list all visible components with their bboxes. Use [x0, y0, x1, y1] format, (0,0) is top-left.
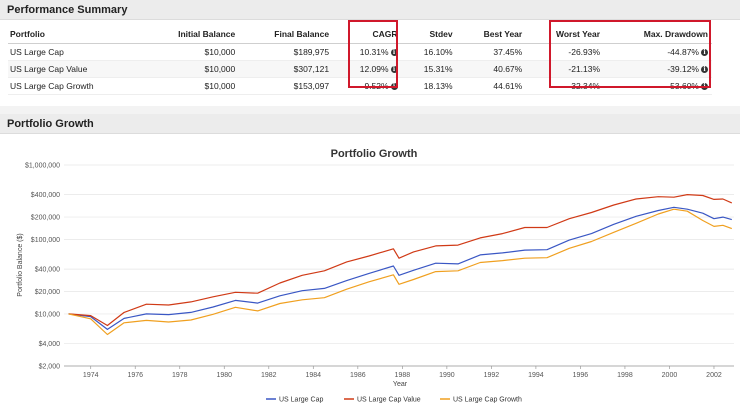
- performance-table: Portfolio Initial Balance Final Balance …: [8, 26, 712, 95]
- cagr-cell: 12.09% i: [333, 60, 402, 78]
- x-tick-label: 1982: [261, 372, 277, 379]
- col-worst-year[interactable]: Worst Year: [526, 26, 605, 44]
- x-axis-label: Year: [393, 381, 408, 388]
- info-circle-icon[interactable]: i: [390, 66, 398, 74]
- x-tick-label: 1998: [617, 372, 633, 379]
- stdev: 18.13%: [401, 77, 457, 95]
- series-line-us-large-cap-growth[interactable]: [68, 208, 733, 336]
- y-tick-label: $1,000,000: [25, 163, 60, 170]
- y-axis-label: Portfolio Balance ($): [17, 233, 24, 296]
- chart-grid: [64, 164, 734, 367]
- series-line-us-large-cap-value[interactable]: [68, 194, 733, 327]
- x-tick-label: 1996: [573, 372, 589, 379]
- max-drawdown-cell: -44.87% i: [604, 43, 712, 61]
- chart-legend: US Large Cap US Large Cap Value US Large C…: [266, 397, 522, 404]
- x-tick-label: 1976: [127, 372, 143, 379]
- portfolio-growth-chart: Portfolio Growth $2,000 $4,000 $10,000 $20,…: [17, 148, 734, 404]
- initial-balance: $10,000: [141, 60, 240, 78]
- initial-balance: $10,000: [141, 77, 240, 95]
- portfolio-name: US Large Cap Value: [8, 60, 142, 78]
- x-tick-label: 2002: [706, 372, 722, 379]
- col-portfolio[interactable]: Portfolio: [8, 26, 142, 44]
- y-axis: $2,000 $4,000 $10,000 $20,000 $40,000 $100,00…: [25, 163, 60, 371]
- max-drawdown-cell: -39.12% i: [604, 60, 712, 78]
- chart-title: Portfolio Growth: [331, 148, 418, 160]
- cagr-highlight-box: [348, 20, 398, 88]
- x-tick-label: 2000: [662, 372, 678, 379]
- x-tick-label: 1980: [216, 372, 232, 379]
- y-tick-label: $40,000: [35, 267, 60, 274]
- table-row: US Large Cap Value $10,000 $307,121 12.0…: [8, 60, 712, 78]
- y-tick-label: $20,000: [35, 289, 60, 296]
- drawdown-highlight-box: [549, 20, 711, 88]
- x-axis: 1974 1976 1978 1980 1982 1984 1986 1988 1990 1992…: [83, 366, 722, 379]
- col-cagr[interactable]: CAGR: [333, 26, 402, 44]
- col-stdev[interactable]: Stdev: [401, 26, 457, 44]
- info-circle-icon[interactable]: i: [390, 49, 398, 57]
- best-year: 37.45%: [456, 43, 527, 61]
- legend-item[interactable]: US Large Cap: [279, 397, 323, 404]
- panel-separator: [0, 106, 740, 114]
- table-header-row: Portfolio Initial Balance Final Balance …: [8, 26, 712, 44]
- portfolio-name: US Large Cap: [8, 43, 142, 61]
- x-tick-label: 1984: [306, 372, 322, 379]
- final-balance: $153,097: [239, 77, 334, 95]
- col-best-year[interactable]: Best Year: [456, 26, 527, 44]
- max-drawdown-value: -44.87%: [667, 47, 699, 57]
- x-tick-label: 1986: [350, 372, 366, 379]
- x-tick-label: 1978: [172, 372, 188, 379]
- series-line-us-large-cap[interactable]: [68, 206, 732, 330]
- legend-item[interactable]: US Large Cap Growth: [453, 397, 522, 404]
- x-tick-label: 1994: [528, 372, 544, 379]
- y-tick-label: $400,000: [31, 192, 60, 199]
- cagr-cell: 10.31% i: [333, 43, 402, 61]
- portfolio-growth-header: Portfolio Growth: [0, 114, 740, 134]
- x-tick-label: 1990: [439, 372, 455, 379]
- stdev: 16.10%: [401, 43, 457, 61]
- performance-summary-header: Performance Summary: [0, 0, 740, 20]
- y-tick-label: $10,000: [35, 311, 60, 318]
- table-row: US Large Cap $10,000 $189,975 10.31% i 16…: [8, 43, 712, 61]
- x-tick-label: 1992: [484, 372, 500, 379]
- max-drawdown-value: -39.12%: [667, 64, 699, 74]
- series-lines: [68, 194, 733, 336]
- performance-summary-panel: Portfolio Initial Balance Final Balance …: [0, 20, 740, 107]
- y-tick-label: $2,000: [39, 364, 61, 371]
- y-tick-label: $100,000: [31, 237, 60, 244]
- cagr-value: 10.31%: [359, 47, 389, 57]
- col-final-balance[interactable]: Final Balance: [239, 26, 334, 44]
- y-tick-label: $4,000: [39, 341, 61, 348]
- stdev: 15.31%: [401, 60, 457, 78]
- x-tick-label: 1974: [83, 372, 99, 379]
- legend-item[interactable]: US Large Cap Value: [357, 397, 421, 404]
- best-year: 40.67%: [456, 60, 527, 78]
- info-circle-icon[interactable]: i: [701, 49, 708, 57]
- y-tick-label: $200,000: [31, 215, 60, 222]
- worst-year: -26.93%: [526, 43, 605, 61]
- final-balance: $189,975: [239, 43, 334, 61]
- col-max-drawdown[interactable]: Max. Drawdown: [604, 26, 712, 44]
- x-tick-label: 1988: [395, 372, 411, 379]
- initial-balance: $10,000: [141, 43, 240, 61]
- worst-year: -21.13%: [526, 60, 605, 78]
- final-balance: $307,121: [239, 60, 334, 78]
- col-initial-balance[interactable]: Initial Balance: [141, 26, 240, 44]
- cagr-value: 12.09%: [359, 64, 389, 74]
- best-year: 44.61%: [456, 77, 527, 95]
- portfolio-name: US Large Cap Growth: [8, 77, 142, 95]
- info-circle-icon[interactable]: i: [701, 66, 708, 74]
